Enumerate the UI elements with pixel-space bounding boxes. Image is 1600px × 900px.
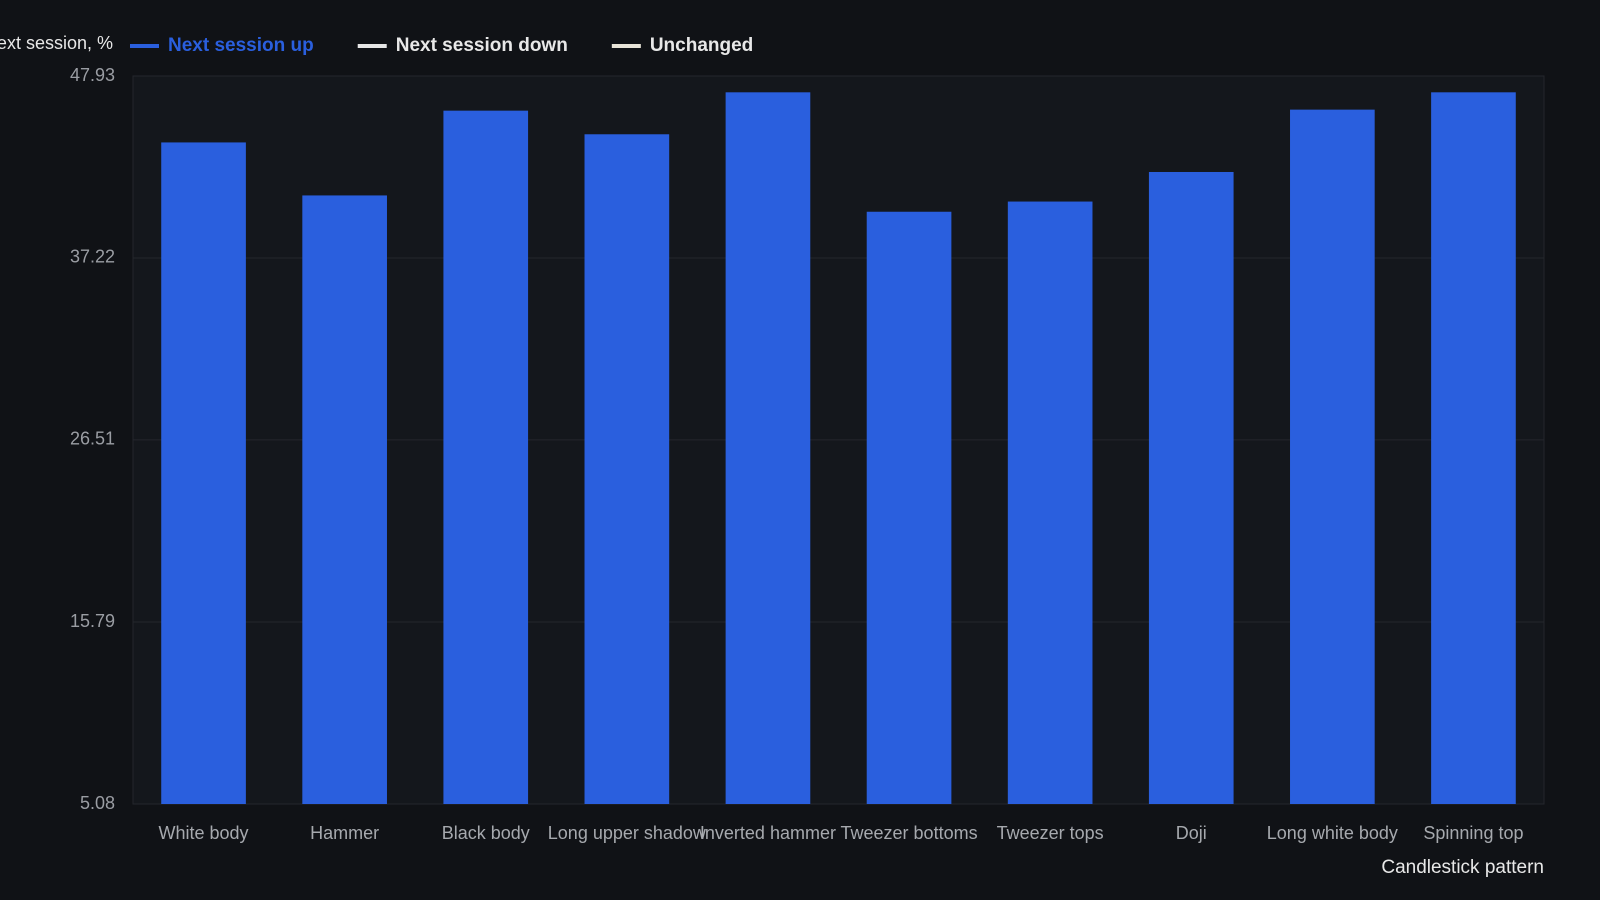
x-tick-label: Black body [442, 823, 530, 843]
bar [1148, 171, 1234, 804]
x-tick-label: Long upper shadow [548, 823, 707, 843]
y-axis-title: Next session, % [0, 33, 113, 53]
y-tick-label: 15.79 [70, 611, 115, 631]
x-tick-label: Long white body [1267, 823, 1398, 843]
x-tick-label: Tweezer tops [997, 823, 1104, 843]
y-tick-label: 5.08 [80, 793, 115, 813]
bar [443, 110, 529, 805]
x-tick-label: Hammer [310, 823, 379, 843]
x-tick-label: White body [159, 823, 249, 843]
bar [161, 142, 246, 804]
x-tick-label: Spinning top [1423, 823, 1523, 843]
bar [1007, 201, 1093, 805]
bar [1431, 92, 1516, 804]
y-tick-label: 37.22 [70, 247, 115, 267]
x-tick-label: Doji [1176, 823, 1207, 843]
bar [1290, 109, 1375, 804]
bar [866, 211, 952, 804]
bar [725, 92, 811, 804]
legend-label: Next session up [168, 35, 314, 56]
x-axis-title: Candlestick pattern [1381, 857, 1544, 878]
bar [302, 195, 387, 805]
legend-label: Next session down [396, 35, 568, 56]
bar [584, 134, 670, 804]
legend-label: Unchanged [650, 35, 753, 56]
x-tick-label: Inverted hammer [700, 823, 836, 843]
x-tick-label: Tweezer bottoms [841, 823, 978, 843]
y-tick-label: 47.93 [70, 65, 115, 85]
y-tick-label: 26.51 [70, 429, 115, 449]
